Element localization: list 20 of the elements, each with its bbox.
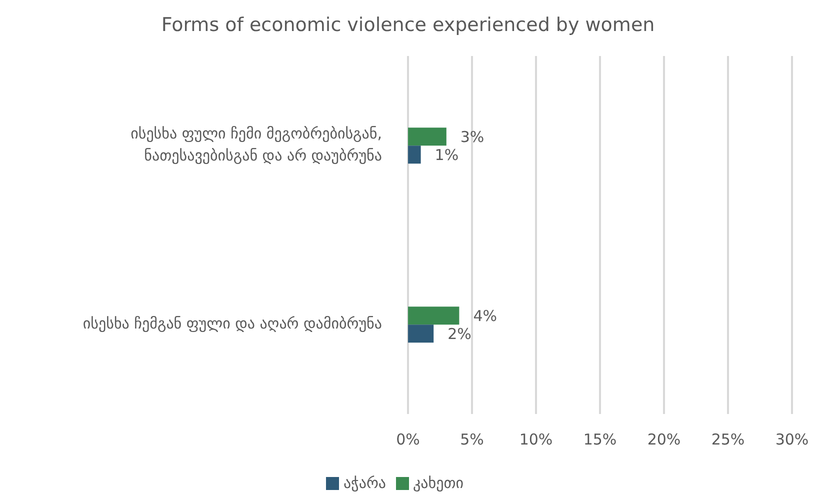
data-label: 2% [448, 324, 472, 343]
data-label: 3% [460, 128, 484, 146]
x-tick-label: 25% [711, 430, 745, 449]
x-tick-label: 15% [583, 430, 617, 449]
legend-label: აჭარა [343, 474, 386, 492]
x-tick-label: 30% [775, 430, 809, 449]
data-label: 1% [434, 146, 459, 164]
x-tick-label: 20% [647, 430, 681, 449]
bar [408, 306, 460, 325]
chart-title: Forms of economic violence experienced by women [160, 13, 656, 38]
bar [408, 324, 434, 343]
y-tick-label: ისესხა ფული ჩემი მეგობრებისგან, ნათესავებისგან და არ დაუბრუნა [130, 124, 382, 165]
y-tick-label: ისესხა ჩემგან ფული და აღარ დამიბრუნა [82, 314, 382, 333]
legend-label: კახეთი [413, 474, 464, 492]
x-tick-label: 5% [460, 430, 484, 449]
x-tick-label: 10% [519, 430, 553, 449]
data-label: 4% [473, 306, 497, 325]
bar [408, 146, 421, 164]
bar [408, 128, 446, 146]
x-tick-label: 0% [396, 430, 420, 449]
